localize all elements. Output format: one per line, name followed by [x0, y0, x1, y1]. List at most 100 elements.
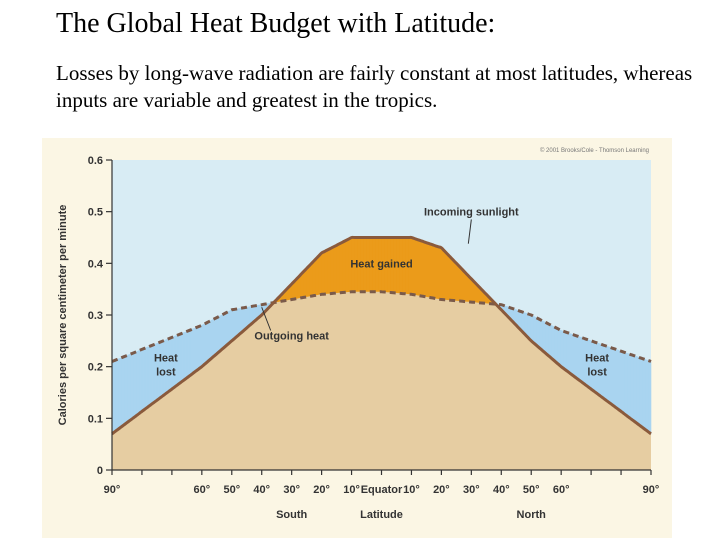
heat-lost-area	[177, 333, 182, 386]
heat-gained-area	[420, 240, 424, 297]
y-tick-label: 0.5	[88, 207, 103, 219]
heat-lost-area	[210, 318, 215, 360]
y-tick-label: 0.6	[88, 155, 103, 167]
heat-lost-area	[554, 326, 559, 365]
slide-title: The Global Heat Budget with Latitude:	[56, 8, 496, 39]
annotation-heat-lost-word: lost	[156, 367, 176, 379]
heat-lost-area	[638, 356, 643, 428]
annotation-heat-lost-word: Heat	[585, 353, 609, 365]
annotation-leader-line	[261, 307, 272, 331]
heat-lost-area	[186, 329, 191, 379]
heat-budget-figure: 0 0.1 0.2 0.3 0.4 0.5 0.6 Calories per square c…	[42, 138, 672, 538]
slide-body-text: Losses by long-wave radiation are fairly…	[56, 61, 693, 112]
heat-lost-area	[204, 321, 209, 365]
annotation-heat-lost-left: Heat lost	[154, 353, 178, 379]
annotation-heat-lost-word: lost	[587, 367, 607, 379]
x-direction-label-north: North	[517, 509, 547, 521]
heat-gained-area	[312, 258, 316, 297]
x-tick-label: 90°	[643, 484, 660, 496]
heat-lost-area	[216, 315, 221, 355]
heat-lost-area	[228, 309, 233, 345]
heat-gained-area	[345, 238, 349, 293]
heat-lost-area	[189, 328, 194, 377]
heat-gained-area	[444, 250, 448, 301]
heat-lost-area	[608, 346, 613, 406]
x-tick-label: 10°	[403, 484, 420, 496]
annotation-heat-lost-right: Heat lost	[585, 353, 609, 379]
x-tick-label: 60°	[553, 484, 570, 496]
y-tick-label: 0.1	[88, 413, 103, 425]
heat-gained-area	[438, 246, 442, 300]
heat-gained-area	[435, 245, 439, 300]
heat-gained-area	[423, 241, 427, 298]
heat-lost-area	[138, 348, 143, 415]
x-tick-label: 50°	[223, 484, 240, 496]
x-tick-label: 10°	[343, 484, 360, 496]
heat-lost-area	[126, 353, 131, 424]
annotation-outgoing-heat: Outgoing heat	[254, 331, 329, 343]
heat-lost-area	[207, 320, 212, 363]
heat-lost-area	[180, 332, 185, 383]
heat-lost-area	[611, 347, 616, 408]
figure-credit: © 2001 Brooks/Cole - Thomson Learning	[540, 147, 649, 154]
y-tick-label: 0.3	[88, 310, 103, 322]
heat-lost-area	[575, 335, 580, 381]
x-tick-label: 30°	[463, 484, 480, 496]
heat-gained-area	[327, 247, 331, 295]
heat-lost-area	[144, 346, 149, 410]
heat-lost-area	[578, 336, 583, 383]
heat-lost-area	[614, 348, 619, 410]
x-tick-label: 40°	[253, 484, 270, 496]
heat-lost-area	[617, 349, 622, 412]
annotation-heat-gained: Heat gained	[350, 258, 412, 270]
heat-budget-chart: 0 0.1 0.2 0.3 0.4 0.5 0.6 Calories per square c…	[57, 147, 660, 521]
heat-lost-area	[644, 358, 649, 433]
heat-gained-area	[441, 247, 445, 301]
heat-lost-area	[225, 310, 230, 347]
y-tick-label: 0	[97, 465, 103, 477]
heat-lost-area	[629, 353, 634, 421]
heat-gained-area	[330, 246, 334, 294]
heat-lost-area	[620, 350, 625, 415]
x-tick-label: 20°	[433, 484, 450, 496]
x-axis-label: Latitude	[360, 509, 403, 521]
heat-gained-area	[339, 241, 343, 294]
heat-lost-area	[548, 323, 553, 360]
heat-lost-area	[623, 351, 628, 417]
heat-lost-area	[566, 332, 571, 375]
heat-lost-area	[530, 314, 535, 345]
heat-gained-area	[432, 244, 436, 299]
heat-lost-area	[647, 360, 652, 435]
heat-gained-area	[309, 261, 313, 297]
heat-lost-area	[195, 326, 200, 372]
heat-lost-area	[533, 316, 538, 347]
heat-lost-area	[632, 354, 637, 424]
heat-gained-area	[315, 255, 319, 296]
heat-lost-area	[135, 350, 140, 417]
heat-gained-area	[459, 265, 463, 302]
heat-lost-area	[536, 317, 541, 350]
heat-gained-area	[324, 249, 328, 295]
heat-lost-area	[635, 355, 640, 426]
heat-lost-area	[123, 355, 128, 426]
x-tick-label: 20°	[313, 484, 330, 496]
heat-lost-area	[539, 319, 544, 352]
heat-lost-area	[129, 352, 134, 421]
heat-lost-area	[231, 308, 236, 342]
heat-lost-area	[563, 331, 568, 372]
heat-lost-area	[147, 345, 152, 408]
x-tick-label-equator: Equator	[361, 484, 403, 496]
heat-lost-area	[234, 308, 239, 339]
annotation-heat-lost-word: Heat	[154, 353, 178, 365]
heat-lost-area	[542, 320, 547, 355]
heat-lost-area	[545, 322, 550, 357]
heat-lost-area	[219, 314, 224, 352]
x-tick-label: 50°	[523, 484, 540, 496]
y-tick-label: 0.4	[88, 258, 104, 270]
heat-lost-area	[183, 330, 188, 381]
heat-gained-area	[333, 244, 337, 294]
heat-lost-area	[132, 351, 137, 419]
heat-lost-area	[141, 347, 146, 412]
heat-lost-area	[560, 330, 565, 370]
heat-gained-area	[453, 259, 457, 302]
